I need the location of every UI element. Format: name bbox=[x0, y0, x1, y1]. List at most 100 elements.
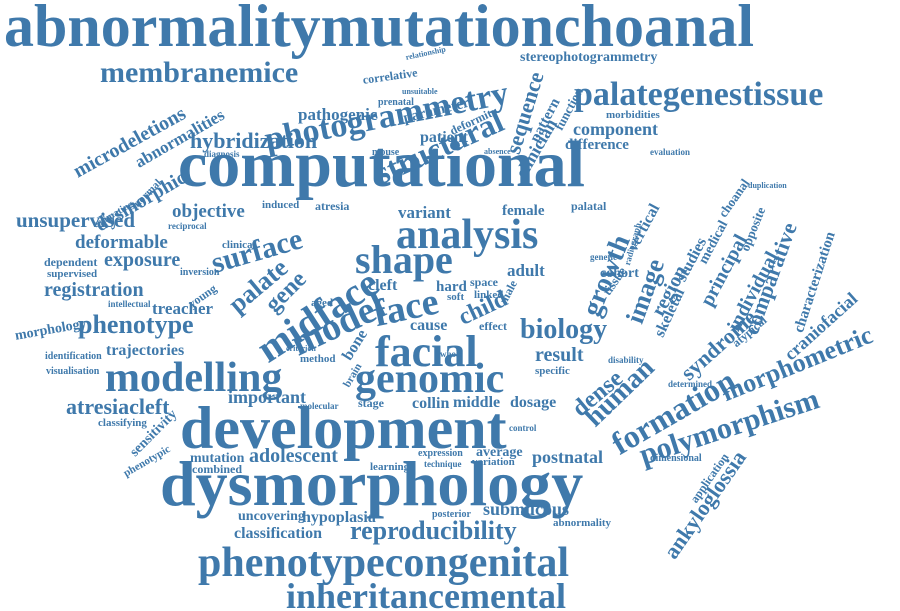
cloud-word: modelling bbox=[105, 355, 283, 401]
cloud-word: whole bbox=[440, 349, 463, 359]
cloud-word: disability bbox=[608, 355, 644, 365]
cloud-word: adolescent bbox=[249, 445, 338, 467]
cloud-word: unsupervised bbox=[16, 208, 136, 232]
cloud-word: cohort bbox=[600, 266, 639, 281]
cloud-word: aged bbox=[311, 297, 333, 309]
cloud-word: adult bbox=[507, 261, 545, 280]
cloud-word: determined bbox=[668, 379, 712, 389]
cloud-word: hypoplasia bbox=[302, 509, 376, 526]
cloud-word: cause bbox=[410, 317, 448, 334]
cloud-word: criterion bbox=[286, 344, 316, 353]
cloud-word: expression bbox=[418, 448, 463, 459]
cloud-word: middle bbox=[453, 394, 501, 411]
cloud-word: treacher bbox=[152, 299, 214, 318]
cloud-word: reciprocal bbox=[168, 221, 207, 231]
cloud-word: evaluation bbox=[650, 147, 691, 157]
cloud-word: registration bbox=[44, 279, 144, 301]
cloud-word: choanal bbox=[715, 175, 753, 221]
cloud-word: computational bbox=[178, 128, 586, 201]
cloud-word: classification bbox=[234, 525, 322, 542]
cloud-word: variant bbox=[398, 203, 451, 222]
cloud-word: genomic bbox=[355, 356, 505, 402]
cloud-word: result bbox=[535, 344, 584, 366]
cloud-word: collin bbox=[412, 395, 450, 412]
cloud-word: linked bbox=[474, 289, 504, 301]
cloud-word: diagnosis bbox=[204, 149, 240, 159]
cloud-word: stereophotogrammetry bbox=[520, 50, 658, 65]
cloud-word: abnormalitymutationchoanal bbox=[4, 0, 755, 59]
cloud-word: cleft bbox=[368, 277, 398, 294]
cloud-word: duplication bbox=[748, 181, 787, 190]
cloud-word: atresia bbox=[315, 199, 350, 213]
cloud-word: correlative bbox=[361, 65, 419, 87]
cloud-word: development bbox=[180, 395, 507, 461]
cloud-word: average bbox=[476, 445, 523, 460]
cloud-word: biology bbox=[520, 314, 608, 345]
cloud-word: opposite bbox=[737, 204, 769, 254]
cloud-word: stage bbox=[358, 396, 384, 410]
cloud-word: important bbox=[228, 387, 306, 407]
cloud-word: dependent bbox=[44, 255, 98, 269]
cloud-word: genetic bbox=[590, 252, 617, 262]
cloud-word: atresiacleft bbox=[66, 394, 170, 419]
cloud-word: effect bbox=[479, 319, 507, 333]
cloud-word: unsuitable bbox=[402, 87, 438, 96]
cloud-word: clinical bbox=[222, 239, 256, 251]
cloud-word: uncovering bbox=[238, 509, 305, 524]
cloud-word: trajectories bbox=[106, 342, 185, 359]
cloud-word: hybridization bbox=[190, 128, 318, 153]
cloud-word: male bbox=[496, 277, 521, 307]
cloud-word: inversion bbox=[180, 267, 220, 278]
cloud-word: absence bbox=[484, 147, 511, 156]
cloud-word: mouse bbox=[372, 147, 400, 158]
cloud-word: reproducibility bbox=[350, 516, 517, 545]
cloud-word: molecular bbox=[300, 401, 339, 411]
cloud-word: palatal bbox=[571, 199, 607, 213]
cloud-word: visualisation bbox=[46, 366, 100, 377]
cloud-word: shape bbox=[355, 237, 453, 282]
cloud-word: objective bbox=[172, 201, 245, 222]
cloud-word: posterior bbox=[432, 509, 471, 520]
cloud-word: induced bbox=[262, 199, 300, 211]
cloud-word: patient bbox=[420, 129, 468, 146]
cloud-word: abnormality bbox=[553, 517, 612, 529]
cloud-word: pathogenic bbox=[298, 105, 378, 124]
cloud-word: morphology bbox=[13, 316, 88, 344]
cloud-word: intellectual bbox=[108, 299, 151, 309]
cloud-word: palategenestissue bbox=[574, 76, 824, 113]
cloud-word: technique bbox=[424, 459, 462, 469]
cloud-word: difference bbox=[565, 137, 629, 153]
cloud-word: identification bbox=[45, 351, 102, 362]
cloud-word: soft bbox=[447, 291, 465, 303]
cloud-word: variation bbox=[472, 456, 515, 468]
cloud-word: control bbox=[509, 423, 537, 433]
cloud-word: dysmorphology bbox=[160, 448, 584, 519]
cloud-word: deformable bbox=[75, 232, 168, 253]
cloud-word: exposure bbox=[104, 249, 181, 271]
cloud-word: submucous bbox=[483, 499, 570, 519]
cloud-word: facial bbox=[375, 327, 478, 376]
cloud-word: supervised bbox=[47, 268, 98, 280]
cloud-word: inheritancemental bbox=[286, 576, 566, 611]
cloud-word: mutation bbox=[190, 451, 245, 466]
cloud-word: membranemice bbox=[100, 56, 299, 89]
cloud-word: space bbox=[470, 275, 498, 289]
cloud-word: ankyloglossia bbox=[658, 445, 752, 564]
cloud-word: hard bbox=[436, 279, 467, 295]
cloud-word: phenotypecongenital bbox=[198, 540, 570, 586]
cloud-word: phenotype bbox=[78, 310, 194, 339]
cloud-word: morbidities bbox=[606, 109, 660, 121]
cloud-word: classifying bbox=[98, 417, 147, 429]
cloud-word: specific bbox=[535, 365, 570, 377]
cloud-word: dimensional bbox=[650, 453, 702, 464]
cloud-word: method bbox=[300, 353, 336, 365]
cloud-word: postnatal bbox=[532, 447, 604, 467]
cloud-word: combined bbox=[192, 462, 243, 476]
cloud-word: prenatal bbox=[378, 97, 414, 108]
cloud-word: dosage bbox=[510, 394, 557, 411]
cloud-word: component bbox=[573, 119, 658, 139]
cloud-word: female bbox=[502, 203, 545, 219]
cloud-word: analysis bbox=[396, 212, 539, 258]
cloud-word: learning bbox=[370, 461, 410, 473]
